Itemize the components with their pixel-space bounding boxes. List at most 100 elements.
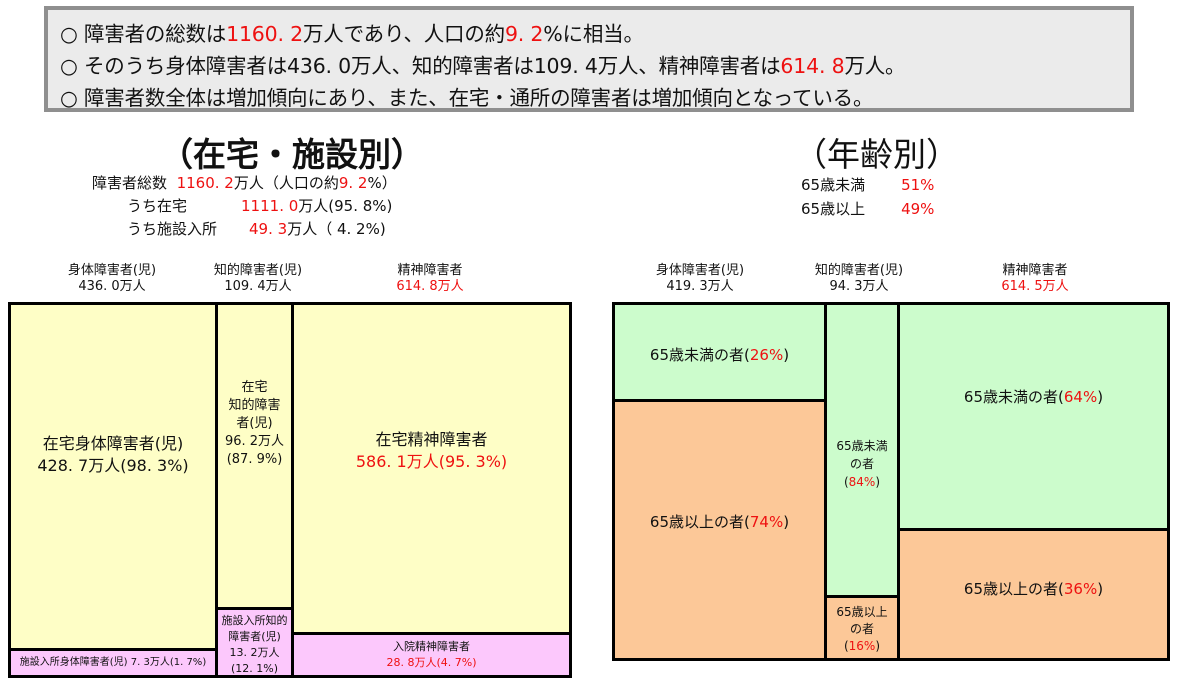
cell-mental-hospital: 入院精神障害者 28. 8万人(4. 7%) — [291, 632, 572, 678]
cell-age-physical-over65: 65歳以上の者(74%) — [612, 399, 827, 661]
left-col-physical-label: 身体障害者(児) 436. 0万人 — [42, 263, 182, 295]
col-name: 知的障害者(児) — [213, 263, 303, 278]
cell-label-text: 65歳以上の者( — [649, 513, 750, 531]
summary-line-2: ○ そのうち身体障害者は436. 0万人、知的障害者は109. 4万人、精神障害… — [60, 50, 1130, 82]
col-value: 614. 5万人 — [1001, 279, 1069, 294]
cell-pct-line: (84%) — [827, 473, 897, 491]
cell-label-text: ) — [783, 346, 790, 364]
stat-unit: 万人(95. 8%) — [298, 197, 393, 215]
cell-label-text: 65歳未満の者( — [963, 388, 1064, 406]
cell-label: 在宅 — [241, 380, 268, 395]
right-section-title: （年齢別） — [794, 135, 959, 174]
cell-physical-facility: 施設入所身体障害者(児) 7. 3万人(1. 7%) — [8, 648, 218, 678]
stat-value: 49. 3 — [249, 220, 288, 238]
cell-value: 28. 8万人(4. 7%) — [386, 656, 477, 669]
stat-label: うち施設入所 — [127, 220, 218, 238]
left-section-title: （在宅・施設別） — [160, 135, 424, 174]
cell-pct: 26% — [749, 346, 784, 364]
col-value: 94. 3万人 — [829, 279, 889, 294]
right-under65-stat: 65歳未満 51% — [801, 174, 934, 195]
cell-label: 65歳以上の者(36%) — [900, 579, 1167, 599]
cell-physical-home: 在宅身体障害者(児) 428. 7万人(98. 3%) — [8, 302, 218, 651]
col-name: 精神障害者 — [397, 263, 463, 278]
summary-box: ○ 障害者の総数は1160. 2万人であり、人口の約9. 2%に相当。 ○ その… — [44, 6, 1134, 112]
cell-label: 65歳以上の者(74%) — [615, 512, 824, 532]
cell-label: 入院精神障害者 — [393, 640, 470, 653]
cell-intellectual-home: 在宅 知的障害 者(児) 96. 2万人 (87. 9%) — [215, 302, 294, 610]
stat-value: 51% — [901, 176, 935, 194]
right-col-mental-label: 精神障害者 614. 5万人 — [965, 263, 1105, 295]
right-col-physical-label: 身体障害者(児) 419. 3万人 — [630, 263, 770, 295]
cell-label: 在宅精神障害者 — [375, 430, 488, 449]
stat-label: 65歳以上 — [801, 200, 866, 218]
cell-label-text: ) — [1097, 388, 1104, 406]
cell-pct: 74% — [749, 513, 784, 531]
cell-label: 在宅身体障害者(児) — [42, 434, 184, 453]
summary-highlight: 9. 2 — [504, 22, 544, 46]
cell-pct: (12. 1%) — [230, 662, 279, 675]
cell-value: 428. 7万人(98. 3%) — [37, 456, 189, 475]
cell-label: 者(児) — [236, 416, 273, 431]
stat-value: 1160. 2 — [176, 174, 234, 192]
stat-label: 65歳未満 — [801, 176, 866, 194]
cell-age-mental-under65: 65歳未満の者(64%) — [897, 302, 1170, 531]
cell-label: 65歳未満の者(64%) — [900, 387, 1167, 407]
cell-age-intellectual-over65: 65歳以上 の者 (16%) — [824, 595, 900, 661]
cell-pct: 36% — [1063, 580, 1098, 598]
stat-label: 障害者総数 — [92, 174, 168, 192]
cell-label: ( — [843, 475, 849, 489]
stat-label: うち在宅 — [127, 197, 188, 215]
cell-label: 65歳未満の者(26%) — [615, 345, 824, 365]
cell-value: 586. 1万人(95. 3%) — [355, 452, 508, 471]
summary-text: 万人であり、人口の約 — [302, 22, 505, 46]
cell-label: 障害者(児) — [228, 630, 281, 643]
cell-value: 96. 2万人 — [224, 434, 285, 449]
cell-label: 知的障害 — [228, 398, 281, 413]
col-value: 109. 4万人 — [224, 279, 292, 294]
col-name: 精神障害者 — [1002, 263, 1068, 278]
summary-line-1: ○ 障害者の総数は1160. 2万人であり、人口の約9. 2%に相当。 — [60, 18, 1130, 50]
summary-highlight: 614. 8 — [780, 54, 845, 78]
cell-label-text: 65歳以上の者( — [963, 580, 1064, 598]
cell-pct: 16% — [848, 639, 876, 653]
cell-pct: (87. 9%) — [226, 452, 283, 467]
col-value: 436. 0万人 — [78, 279, 146, 294]
cell-label: 65歳以上 — [836, 605, 888, 619]
cell-label: 施設入所知的 — [221, 614, 288, 627]
summary-text: ○ 障害者の総数は — [60, 22, 227, 46]
cell-label-text: 65歳未満の者( — [649, 346, 750, 364]
right-col-intellectual-label: 知的障害者(児) 94. 3万人 — [789, 263, 929, 295]
cell-label: 施設入所身体障害者(児) 7. 3万人(1. 7%) — [19, 657, 207, 668]
left-col-intellectual-label: 知的障害者(児) 109. 4万人 — [188, 263, 328, 295]
col-name: 身体障害者(児) — [67, 263, 157, 278]
cell-label: ) — [875, 639, 881, 653]
left-home-stat: うち在宅 1111. 0万人(95. 8%) — [127, 195, 392, 216]
cell-pct: 84% — [848, 475, 876, 489]
stat-unit: 万人（人口の約 — [233, 174, 339, 192]
left-total-stat: 障害者総数 1160. 2万人（人口の約9. 2%） — [92, 172, 397, 193]
stat-pct: 9. 2 — [338, 174, 368, 192]
col-value: 614. 8万人 — [396, 279, 464, 294]
left-facility-stat: うち施設入所 49. 3万人（ 4. 2%) — [127, 218, 386, 239]
cell-label: の者 — [849, 457, 874, 471]
cell-value: 13. 2万人 — [229, 646, 280, 659]
stat-value: 49% — [901, 200, 935, 218]
cell-label-text: ) — [1097, 580, 1104, 598]
cell-age-physical-under65: 65歳未満の者(26%) — [612, 302, 827, 402]
left-col-mental-label: 精神障害者 614. 8万人 — [360, 263, 500, 295]
stat-unit: 万人（ 4. 2%) — [287, 220, 386, 238]
cell-label-text: ) — [783, 513, 790, 531]
cell-pct: 64% — [1063, 388, 1098, 406]
cell-pct-line: (16%) — [827, 638, 897, 655]
cell-label: ( — [843, 639, 849, 653]
cell-mental-home: 在宅精神障害者 586. 1万人(95. 3%) — [291, 302, 572, 635]
stat-value: 1111. 0 — [241, 197, 299, 215]
summary-highlight: 1160. 2 — [226, 22, 303, 46]
col-name: 知的障害者(児) — [814, 263, 904, 278]
cell-intellectual-facility: 施設入所知的 障害者(児) 13. 2万人 (12. 1%) — [215, 607, 294, 678]
cell-age-mental-over65: 65歳以上の者(36%) — [897, 528, 1170, 661]
summary-text: ○ そのうち身体障害者は436. 0万人、知的障害者は109. 4万人、精神障害… — [60, 54, 781, 78]
cell-age-intellectual-under65: 65歳未満 の者 (84%) — [824, 302, 900, 598]
summary-text: 万人。 — [844, 54, 906, 78]
summary-line-3: ○ 障害者数全体は増加傾向にあり、また、在宅・通所の障害者は増加傾向となっている… — [60, 86, 874, 110]
